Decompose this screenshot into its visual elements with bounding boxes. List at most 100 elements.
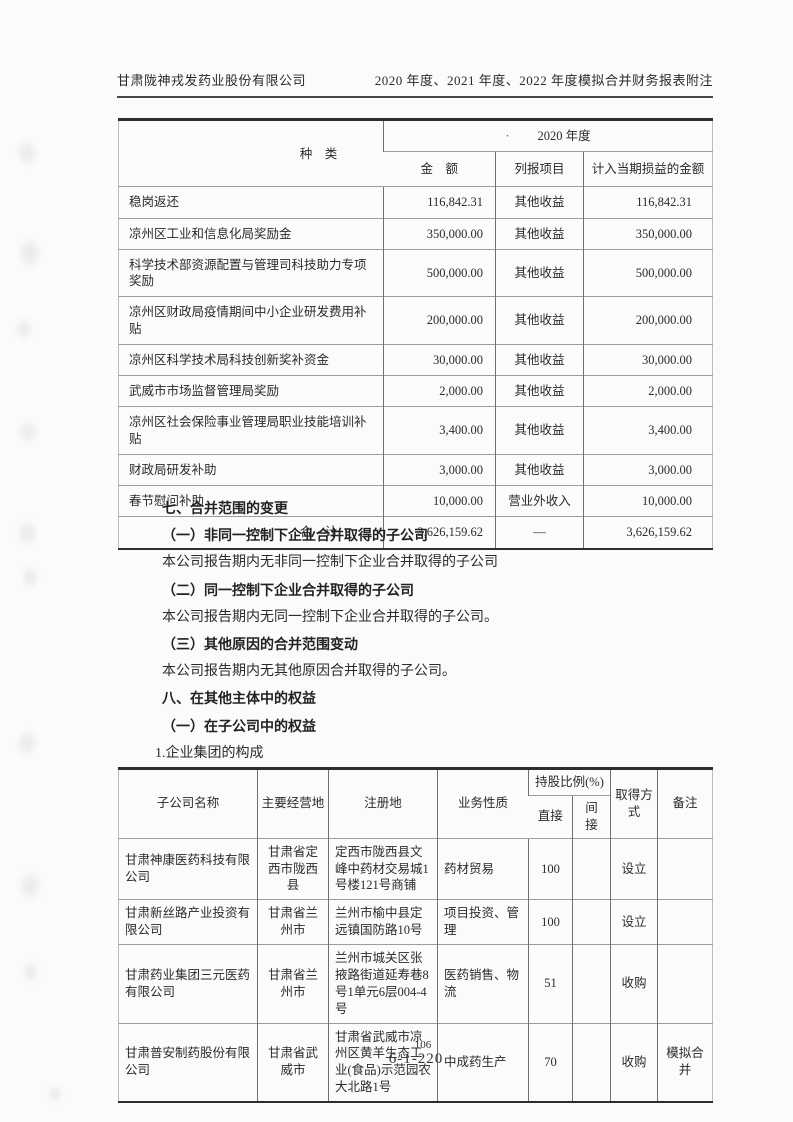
table-row: 甘肃药业集团三元医药有限公司 甘肃省兰州市 兰州市城关区张掖路街道延寿巷8号1单… — [118, 944, 713, 1023]
header-year: · 2020 年度 — [382, 118, 713, 152]
scan-artifact — [18, 730, 36, 756]
header-shareholding: 持股比例(%) — [528, 768, 611, 796]
header-indirect: 间 接 — [572, 794, 611, 839]
registered-place-cell: 甘肃省武威市凉州区黄羊生态工业(食品)示范园农大北路1号 — [328, 1022, 438, 1102]
report-item-cell: 其他收益 — [495, 374, 584, 407]
scan-artifact — [24, 962, 38, 982]
amount-cell: 116,842.31 — [383, 186, 496, 218]
section-7-1-body: 本公司报告期内无非同一控制下企业合并取得的子公司 — [162, 555, 498, 571]
pl-amount-cell: 2,000.00 — [582, 374, 713, 407]
remark-cell: 模拟合并 — [657, 1022, 713, 1102]
scan-artifact — [20, 872, 40, 900]
header-remark: 备注 — [657, 768, 713, 839]
business-nature-cell: 项目投资、管理 — [437, 899, 529, 945]
table-row: 甘肃新丝路产业投资有限公司 甘肃省兰州市 兰州市榆中县定远镇国防路10号 项目投… — [118, 899, 713, 945]
header-report-item: 列报项目 — [495, 151, 584, 187]
header-pl-amount: 计入当期损益的金额 — [582, 151, 713, 187]
direct-share-cell: 70 — [528, 1022, 573, 1102]
category-cell: 凉州区社会保险事业管理局职业技能培训补贴 — [118, 406, 384, 455]
header-category: 种 类 — [118, 118, 384, 187]
direct-share-cell: 100 — [528, 837, 573, 900]
header-main-place: 主要经营地 — [257, 768, 329, 839]
report-item-cell: 其他收益 — [495, 248, 584, 297]
report-item-cell: 其他收益 — [495, 453, 584, 486]
header-registered-place: 注册地 — [328, 768, 438, 839]
section-7-2-body: 本公司报告期内无同一控制下企业合并取得的子公司。 — [162, 609, 498, 625]
table-row: 稳岗返还 116,842.31 其他收益 116,842.31 — [118, 186, 713, 218]
main-place-cell: 甘肃省武威市 — [257, 1022, 329, 1102]
acquisition-method-cell: 设立 — [610, 899, 658, 945]
section-8-1-title: （一）在子公司中的权益 — [162, 717, 316, 734]
page-number-small: 106 — [414, 1039, 432, 1051]
table-row: 武威市市场监督管理局奖励 2,000.00 其他收益 2,000.00 — [118, 374, 713, 407]
table-row: 凉州区财政局疫情期间中小企业研发费用补贴 200,000.00 其他收益 200… — [118, 296, 713, 345]
subsidiary-table: 子公司名称 主要经营地 注册地 业务性质 持股比例(%) 取得方式 备注 直接 … — [118, 767, 713, 1103]
table-row: 甘肃神康医药科技有限公司 甘肃省定西市陇西县 定西市陇西县文峰中药材交易城1号楼… — [118, 837, 713, 900]
scan-artifact — [16, 318, 32, 340]
indirect-share-cell — [572, 899, 611, 945]
page-footer: 106 6-1-220 — [118, 1040, 714, 1068]
header-direct: 直接 — [528, 794, 573, 839]
header-business-nature: 业务性质 — [437, 768, 529, 839]
main-place-cell: 甘肃省兰州市 — [257, 944, 329, 1023]
category-cell: 春节慰问补助 — [118, 484, 384, 517]
scan-artifact — [18, 140, 36, 166]
report-item-cell: 其他收益 — [495, 343, 584, 376]
notes-sections: 七、合并范围的变更 （一）非同一控制下企业合并取得的子公司 本公司报告期内无非同… — [118, 495, 714, 767]
table-header-row: 直接 间 接 — [119, 794, 713, 839]
subsidiary-name-cell: 甘肃药业集团三元医药有限公司 — [118, 944, 258, 1023]
business-nature-cell: 医药销售、物流 — [437, 944, 529, 1023]
pl-amount-cell: 350,000.00 — [582, 217, 713, 250]
total-row: 合 计 3,626,159.62 — 3,626,159.62 — [118, 516, 713, 549]
category-cell: 凉州区财政局疫情期间中小企业研发费用补贴 — [118, 296, 384, 345]
scan-dot: · — [505, 129, 510, 143]
scan-artifact — [20, 238, 40, 268]
main-place-cell: 甘肃省兰州市 — [257, 899, 329, 945]
pl-amount-cell: 3,000.00 — [582, 453, 713, 486]
section-8-1-sub: 1.企业集团的构成 — [155, 745, 264, 761]
total-report-item: — — [495, 516, 584, 549]
direct-share-cell: 51 — [528, 944, 573, 1023]
header-amount: 金 额 — [383, 151, 496, 187]
remark-cell — [657, 944, 713, 1023]
indirect-share-cell — [572, 1022, 611, 1102]
total-pl-amount: 3,626,159.62 — [582, 516, 713, 549]
table-row: 甘肃普安制药股份有限公司 甘肃省武威市 甘肃省武威市凉州区黄羊生态工业(食品)示… — [118, 1022, 713, 1102]
scan-artifact — [20, 420, 36, 444]
document-header: 甘肃陇神戎发药业股份有限公司 2020 年度、2021 年度、2022 年度模拟… — [117, 70, 713, 98]
table-row: 财政局研发补助 3,000.00 其他收益 3,000.00 — [118, 453, 713, 486]
report-item-cell: 其他收益 — [495, 186, 584, 218]
total-label: 合 计 — [118, 516, 384, 549]
table-row: 春节慰问补助 10,000.00 营业外收入 10,000.00 — [118, 484, 713, 517]
pl-amount-cell: 30,000.00 — [582, 343, 713, 376]
section-7-3-body: 本公司报告期内无其他原因合并取得的子公司。 — [162, 664, 456, 680]
scan-artifact — [48, 1086, 62, 1102]
category-cell: 凉州区科学技术局科技创新奖补资金 — [118, 343, 384, 376]
amount-cell: 500,000.00 — [383, 248, 496, 297]
amount-cell: 2,000.00 — [383, 374, 496, 407]
pl-amount-cell: 10,000.00 — [582, 484, 713, 517]
amount-cell: 200,000.00 — [383, 296, 496, 345]
report-title: 2020 年度、2021 年度、2022 年度模拟合并财务报表附注 — [374, 73, 713, 88]
subsidy-table: 种 类 · 2020 年度 金 额 列报项目 计入当期损益的金额 稳岗返还 116… — [118, 118, 714, 550]
pl-amount-cell: 500,000.00 — [582, 248, 713, 297]
amount-cell: 3,000.00 — [383, 453, 496, 486]
header-acquisition-method: 取得方式 — [610, 768, 658, 839]
registered-place-cell: 兰州市榆中县定远镇国防路10号 — [328, 899, 438, 945]
table-row: 凉州区社会保险事业管理局职业技能培训补贴 3,400.00 其他收益 3,400… — [118, 406, 713, 455]
section-8-title: 八、在其他主体中的权益 — [162, 690, 316, 707]
section-7-title: 七、合并范围的变更 — [162, 500, 288, 516]
section-7-2-title: （二）同一控制下企业合并取得的子公司 — [162, 581, 414, 598]
main-place-cell: 甘肃省定西市陇西县 — [257, 837, 329, 900]
business-nature-cell: 中成药生产 — [437, 1022, 529, 1102]
business-nature-cell: 药材贸易 — [437, 837, 529, 900]
table-row: 科学技术部资源配置与管理司科技助力专项奖励 500,000.00 其他收益 50… — [118, 248, 713, 297]
indirect-share-cell — [572, 944, 611, 1023]
report-item-cell: 其他收益 — [495, 217, 584, 250]
indirect-share-cell — [572, 837, 611, 900]
header-subsidiary-name: 子公司名称 — [118, 768, 258, 839]
report-item-cell: 其他收益 — [495, 296, 584, 345]
table-header-row: 金 额 列报项目 计入当期损益的金额 — [119, 151, 713, 187]
amount-cell: 10,000.00 — [383, 484, 496, 517]
section-7-3-title: （三）其他原因的合并范围变动 — [162, 635, 358, 652]
